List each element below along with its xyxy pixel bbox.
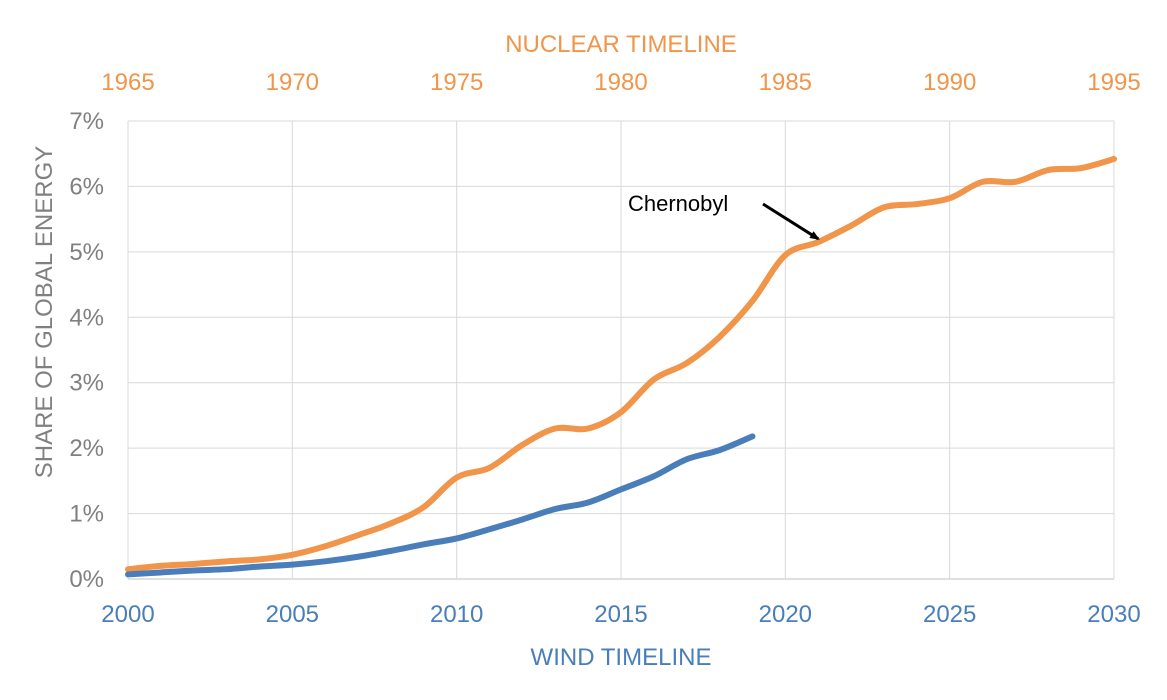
top-tick-label: 1980 (594, 69, 647, 96)
top-tick-label: 1975 (430, 69, 483, 96)
top-tick-label: 1990 (923, 69, 976, 96)
y-tick-label: 1% (69, 501, 104, 528)
bottom-tick-label: 2010 (430, 601, 483, 628)
y-tick-label: 7% (69, 108, 104, 135)
top-axis-ticks: 1965 1970 1975 1980 1985 1990 1995 (101, 69, 1140, 96)
bottom-tick-label: 2030 (1087, 601, 1140, 628)
y-tick-label: 0% (69, 566, 104, 593)
y-tick-label: 2% (69, 435, 104, 462)
bottom-tick-label: 2000 (101, 601, 154, 628)
bottom-tick-label: 2025 (923, 601, 976, 628)
y-tick-label: 5% (69, 239, 104, 266)
top-axis-title: NUCLEAR TIMELINE (505, 31, 737, 58)
nuclear-series-line (125, 155, 1117, 573)
chernobyl-annotation-label: Chernobyl (628, 191, 728, 216)
y-tick-label: 4% (69, 304, 104, 331)
chernobyl-annotation-arrow (762, 202, 820, 241)
bottom-axis-ticks: 2000 2005 2010 2015 2020 2025 2030 (101, 601, 1140, 628)
series-layer (125, 155, 1117, 578)
y-tick-label: 3% (69, 370, 104, 397)
wind-series-line (125, 433, 756, 578)
top-tick-label: 1985 (759, 69, 812, 96)
y-tick-label: 6% (69, 173, 104, 200)
gridlines (127, 120, 1115, 580)
y-axis-title: SHARE OF GLOBAL ENERGY (31, 146, 58, 479)
top-tick-label: 1965 (101, 69, 154, 96)
bottom-tick-label: 2020 (759, 601, 812, 628)
bottom-tick-label: 2015 (594, 601, 647, 628)
top-tick-label: 1995 (1087, 69, 1140, 96)
y-axis-ticks: 0% 1% 2% 3% 4% 5% 6% 7% (69, 108, 104, 593)
bottom-tick-label: 2005 (266, 601, 319, 628)
top-tick-label: 1970 (266, 69, 319, 96)
bottom-axis-title: WIND TIMELINE (531, 644, 712, 671)
